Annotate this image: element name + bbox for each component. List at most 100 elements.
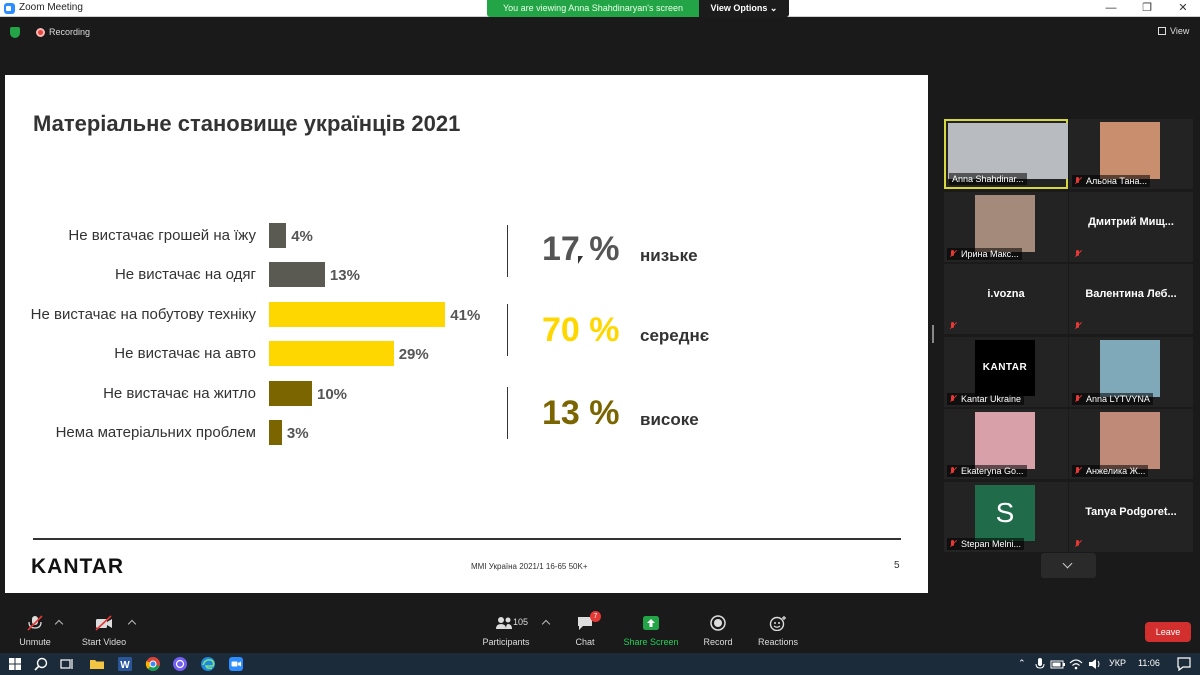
muted-mic-icon <box>1074 540 1081 548</box>
wifi-icon[interactable] <box>1068 656 1084 672</box>
participant-photo <box>1100 122 1160 179</box>
row-label: Не вистачає на житло <box>103 385 256 402</box>
zoom-taskbar-icon[interactable] <box>228 656 244 672</box>
slide-page-number: 5 <box>894 560 900 571</box>
participant-tile[interactable]: Tanya Podgoret... <box>1069 482 1193 552</box>
participant-tile[interactable]: Ирина Макс... <box>944 192 1068 262</box>
group-high-percent: 13 % <box>542 394 620 432</box>
participant-initial-avatar: S <box>975 485 1035 541</box>
slide-footnote: MMI Україна 2021/1 16-65 50K+ <box>471 562 588 571</box>
window-title: Zoom Meeting <box>19 2 83 13</box>
participant-video <box>948 123 1068 179</box>
minimize-button[interactable]: — <box>1105 2 1117 14</box>
bar-value-label: 10% <box>317 386 348 403</box>
tray-expand-icon[interactable]: ⌃ <box>1018 658 1026 668</box>
input-language[interactable]: УКР <box>1109 658 1126 668</box>
start-video-button[interactable]: Start Video <box>69 603 139 653</box>
participant-tile[interactable]: Anna Shahdinar... <box>944 119 1068 189</box>
group-high-label: високе <box>640 410 699 429</box>
chrome-icon[interactable] <box>145 656 161 672</box>
muted-mic-icon <box>1074 395 1081 403</box>
share-screen-button[interactable]: Share Screen <box>616 603 686 653</box>
participant-name: Anna Shahdinar... <box>949 173 1027 185</box>
row-label: Нема матеріальних проблем <box>55 424 256 441</box>
participants-icon <box>496 617 512 629</box>
grid-view-icon <box>1158 27 1166 35</box>
data-bar <box>269 341 394 366</box>
reactions-smiley-icon <box>769 616 786 631</box>
slide-title: Матеріальне становище українців 2021 <box>33 111 461 136</box>
participants-count: 105 <box>513 617 529 627</box>
group-divider <box>507 304 508 356</box>
tray-mic-icon[interactable] <box>1034 656 1046 672</box>
view-button[interactable]: View <box>1158 26 1189 36</box>
view-label: View <box>1170 26 1190 36</box>
participant-name: Tanya Podgoret... <box>1085 506 1177 518</box>
share-screen-icon <box>643 616 659 630</box>
maximize-button[interactable]: ❐ <box>1142 2 1152 14</box>
participant-logo: KANTAR <box>975 340 1035 396</box>
data-bar <box>269 381 312 406</box>
chat-button[interactable]: 7 Chat <box>550 603 620 653</box>
bar-value-label: 29% <box>398 346 429 363</box>
participant-tile[interactable]: Анжелика Ж... <box>1069 409 1193 479</box>
leave-button[interactable]: Leave <box>1145 622 1191 642</box>
participant-photo <box>1100 340 1160 397</box>
file-explorer-icon[interactable] <box>89 656 105 672</box>
unmute-label: Unmute <box>19 637 51 647</box>
viber-icon[interactable] <box>172 656 188 672</box>
participant-tile[interactable]: KANTAR Kantar Ukraine <box>944 337 1068 407</box>
muted-mic-icon <box>1074 467 1081 475</box>
viewing-banner: You are viewing Anna Shahdinaryan's scre… <box>487 0 789 17</box>
recording-label: Recording <box>49 27 91 37</box>
unmute-button[interactable]: Unmute <box>0 603 70 653</box>
close-button[interactable]: ✕ <box>1178 2 1188 14</box>
participant-tile[interactable]: i.vozna <box>944 264 1068 334</box>
row-label: Не вистачає грошей на їжу <box>68 227 256 244</box>
gallery-next-page-button[interactable] <box>1041 553 1096 578</box>
participant-name: Анжелика Ж... <box>1072 465 1149 477</box>
bar-value-label: 13% <box>329 267 360 284</box>
bar-value-label: 4% <box>291 228 313 245</box>
viewing-message: You are viewing Anna Shahdinaryan's scre… <box>502 3 683 13</box>
muted-mic-icon <box>949 322 956 330</box>
participant-tile[interactable]: Anna LYTVYNA <box>1069 337 1193 407</box>
zoom-app-icon <box>4 3 15 14</box>
encryption-shield-icon[interactable] <box>10 27 20 38</box>
start-video-label: Start Video <box>81 637 127 647</box>
clock-time[interactable]: 11:06 <box>1138 658 1160 668</box>
reactions-button[interactable]: Reactions <box>743 603 813 653</box>
task-view-icon[interactable] <box>59 656 75 672</box>
participant-name: Kantar Ukraine <box>947 393 1025 405</box>
battery-icon[interactable] <box>1050 656 1066 672</box>
participants-label: Participants <box>482 637 530 647</box>
muted-mic-icon <box>949 395 956 403</box>
row-label: Не вистачає на побутову техніку <box>30 306 256 323</box>
participant-name: Валентина Леб... <box>1085 288 1177 300</box>
participant-tile[interactable]: Валентина Леб... <box>1069 264 1193 334</box>
participant-tile[interactable]: Дмитрий Мищ... <box>1069 192 1193 262</box>
share-screen-label: Share Screen <box>623 637 679 647</box>
participant-name: i.vozna <box>987 288 1025 300</box>
group-divider <box>507 225 508 277</box>
participant-tile[interactable]: S Stepan Melni... <box>944 482 1068 552</box>
shared-screen-slide: Матеріальне становище українців 2021 Не … <box>5 75 928 593</box>
bar-value-label: 3% <box>286 425 309 442</box>
group-mid-percent: 70 % <box>542 311 620 349</box>
notifications-icon[interactable] <box>1176 656 1192 672</box>
search-icon[interactable] <box>33 656 49 672</box>
windows-start-icon[interactable] <box>7 656 23 672</box>
edge-icon[interactable] <box>200 656 216 672</box>
participants-button[interactable]: 105 Participants <box>471 603 541 653</box>
view-options-button[interactable]: View Options ⌄ <box>699 0 789 17</box>
recording-dot-icon <box>36 28 45 37</box>
volume-icon[interactable] <box>1087 656 1103 672</box>
participant-tile[interactable]: Ekaterуna Go... <box>944 409 1068 479</box>
muted-mic-icon <box>949 250 956 258</box>
participant-tile[interactable]: Альона Тана... <box>1069 119 1193 189</box>
panel-resize-handle[interactable] <box>932 325 934 343</box>
participants-options-caret[interactable] <box>541 619 551 629</box>
word-icon[interactable]: W <box>117 656 133 672</box>
record-button[interactable]: Record <box>683 603 753 653</box>
data-bar <box>269 302 446 327</box>
